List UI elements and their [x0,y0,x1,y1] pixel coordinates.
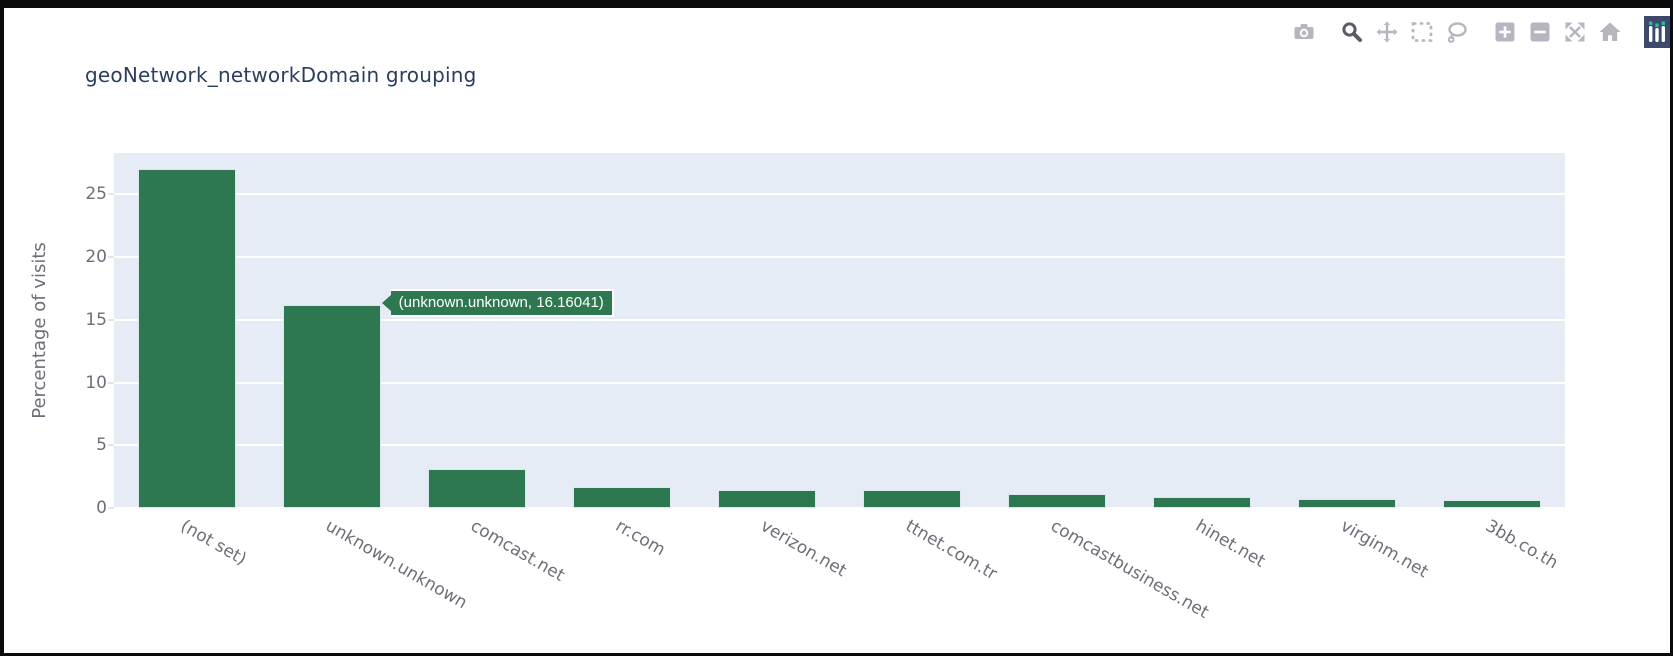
y-tick-mark [108,318,114,321]
bar-verizon.net[interactable] [718,490,816,508]
camera-icon [1292,20,1316,44]
bar-unknown.unknown[interactable] [283,305,381,508]
lasso-select-icon [1445,20,1469,44]
autoscale-icon [1563,20,1587,44]
bar-virginm.net[interactable] [1298,499,1396,508]
camera-button[interactable] [1292,20,1316,44]
autoscale-button[interactable] [1563,20,1587,44]
bar-comcastbusiness.net[interactable] [1008,494,1106,508]
gridline-y-15 [114,318,1565,321]
pan-icon [1375,20,1399,44]
gridline-y-10 [114,381,1565,384]
hover-tooltip-caret [381,295,391,312]
bar-comcast.net[interactable] [428,469,526,508]
gridline-y-20 [114,256,1565,259]
x-tick-label-3bb.co.th: 3bb.co.th [1482,516,1562,574]
y-tick-label-20: 20 [85,247,107,268]
x-tick-label-hinet.net: hinet.net [1192,516,1269,572]
pan-button[interactable] [1375,20,1399,44]
lasso-select-button[interactable] [1445,20,1469,44]
y-tick-label-5: 5 [96,435,107,456]
x-tick-label-(not set): (not set) [176,516,250,570]
bar-rr.com[interactable] [573,487,671,508]
zoom-icon [1340,20,1364,44]
plotly-logo-button[interactable] [1644,16,1670,48]
y-tick-mark [108,444,114,447]
x-tick-label-ttnet.com.tr: ttnet.com.tr [902,516,1001,585]
x-tick-label-comcast.net: comcast.net [466,516,568,586]
box-select-button[interactable] [1410,20,1434,44]
gridline-y-25 [114,193,1565,196]
gridline-y-0 [114,507,1565,509]
x-tick-label-virginm.net: virginm.net [1337,516,1432,583]
zoom-in-icon [1493,20,1517,44]
x-tick-label-rr.com: rr.com [611,516,669,561]
y-tick-mark [108,507,114,509]
x-tick-label-comcastbusiness.net: comcastbusiness.net [1047,516,1213,623]
plot-area [114,153,1565,509]
zoom-in-button[interactable] [1493,20,1517,44]
gridline-y-5 [114,444,1565,447]
y-tick-label-25: 25 [85,184,107,205]
bar-(not set)[interactable] [138,169,236,508]
x-tick-label-unknown.unknown: unknown.unknown [321,516,471,614]
hover-tooltip: (unknown.unknown, 16.16041) [381,289,614,318]
plot-page: geoNetwork_networkDomain grouping Percen… [4,8,1670,653]
chart-title: geoNetwork_networkDomain grouping [85,63,477,87]
zoom-out-icon [1528,20,1552,44]
y-tick-mark [108,381,114,384]
y-tick-label-15: 15 [85,309,107,330]
y-tick-label-0: 0 [96,498,107,518]
reset-home-icon [1598,20,1622,44]
zoom-button[interactable] [1340,20,1364,44]
bar-hinet.net[interactable] [1153,497,1251,508]
x-tick-label-verizon.net: verizon.net [756,516,850,582]
zoom-out-button[interactable] [1528,20,1552,44]
reset-home-button[interactable] [1598,20,1622,44]
y-tick-mark [108,193,114,196]
y-tick-label-10: 10 [85,372,107,393]
plotly-modebar [1281,12,1670,52]
plotly-logo [1644,16,1670,48]
y-tick-mark [108,256,114,259]
bar-ttnet.com.tr[interactable] [863,490,961,508]
bar-chart: Percentage of visits 0 5 10 15 20 25 (not set… [4,8,1670,653]
hover-tooltip-text: (unknown.unknown, 16.16041) [390,289,614,318]
bar-3bb.co.th[interactable] [1443,500,1541,508]
box-select-icon [1410,20,1434,44]
